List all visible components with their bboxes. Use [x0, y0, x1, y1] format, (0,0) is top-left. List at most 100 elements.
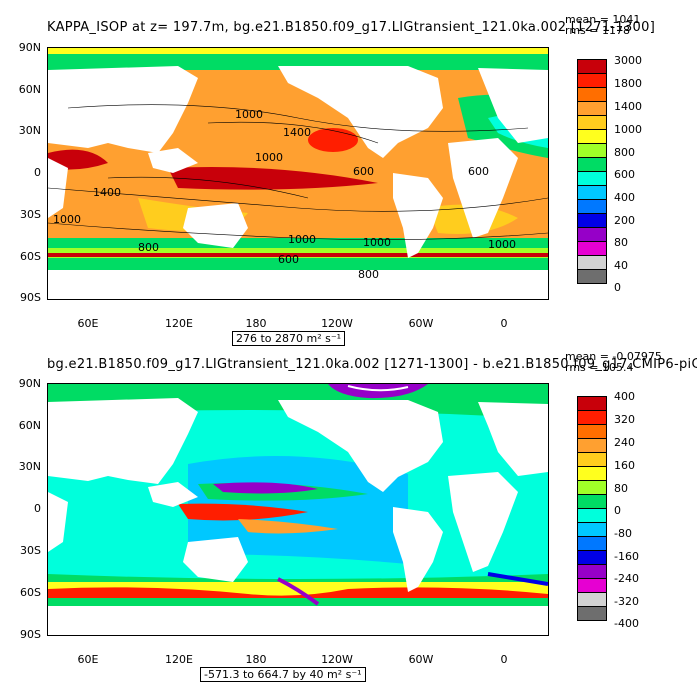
cbar-label: 200: [614, 214, 635, 227]
cbar-swatch: [577, 522, 607, 537]
panel1-rms: rms = 1178: [565, 24, 630, 37]
cbar-label: 400: [614, 191, 635, 204]
lat-label: 60N: [18, 83, 41, 96]
cbar-swatch: [577, 227, 607, 242]
cbar-swatch: [577, 87, 607, 102]
lat-label: 90N: [18, 41, 41, 54]
cbar-swatch: [577, 550, 607, 565]
cbar-swatch: [577, 578, 607, 593]
contour-label: 800: [138, 241, 159, 254]
cbar-label: 1400: [614, 100, 642, 113]
contour-label: 1400: [283, 126, 311, 139]
lat-label: 0: [34, 502, 41, 515]
panel1-mean: mean = 1041: [565, 13, 641, 26]
cbar-swatch: [577, 494, 607, 509]
cbar-swatch: [577, 255, 607, 270]
cbar-label: -240: [614, 572, 639, 585]
cbar-label: 600: [614, 168, 635, 181]
lat-label: 0: [34, 166, 41, 179]
lat-label: 60S: [20, 586, 41, 599]
cbar-swatch: [577, 59, 607, 74]
cbar-swatch: [577, 73, 607, 88]
cbar-swatch: [577, 101, 607, 116]
cbar-swatch: [577, 269, 607, 284]
cbar-label: 80: [614, 236, 628, 249]
panel1-colorbar: [577, 59, 607, 289]
cbar-label: -400: [614, 617, 639, 630]
cbar-swatch: [577, 143, 607, 158]
panel2-colorbar: [577, 396, 607, 626]
cbar-swatch: [577, 199, 607, 214]
cbar-label: 80: [614, 482, 628, 495]
cbar-swatch: [577, 508, 607, 523]
contour-label: 1000: [235, 108, 263, 121]
contour-label: 1000: [488, 238, 516, 251]
lon-label: 180: [245, 317, 267, 330]
contour-label: 1000: [255, 151, 283, 164]
cbar-label: 160: [614, 459, 635, 472]
cbar-label: 0: [614, 281, 621, 294]
cbar-swatch: [577, 157, 607, 172]
contour-label: 1000: [53, 213, 81, 226]
cbar-swatch: [577, 564, 607, 579]
lon-label: 120E: [165, 653, 193, 666]
lat-label: 60N: [18, 419, 41, 432]
cbar-label: 400: [614, 390, 635, 403]
panel2-title: bg.e21.B1850.f09_g17.LIGtransient_121.0k…: [47, 357, 697, 372]
panel1-map: 1000 1400 1000 1400 600 600 1000 1000 10…: [47, 47, 549, 300]
cbar-label: -320: [614, 595, 639, 608]
cbar-swatch: [577, 171, 607, 186]
lon-label: 180: [245, 653, 267, 666]
lon-label: 120W: [321, 317, 353, 330]
cbar-swatch: [577, 396, 607, 411]
cbar-label: 3000: [614, 54, 642, 67]
cbar-label: -160: [614, 550, 639, 563]
cbar-label: 1000: [614, 123, 642, 136]
cbar-swatch: [577, 438, 607, 453]
contour-label: 1000: [288, 233, 316, 246]
lon-label: 60W: [408, 653, 434, 666]
lon-label: 60W: [408, 317, 434, 330]
cbar-label: 40: [614, 259, 628, 272]
panel1-range-label: 276 to 2870 m² s⁻¹: [232, 331, 346, 346]
cbar-swatch: [577, 213, 607, 228]
cbar-swatch: [577, 115, 607, 130]
lat-label: 30S: [20, 208, 41, 221]
lon-label: 60E: [77, 653, 99, 666]
cbar-label: 800: [614, 146, 635, 159]
cbar-label: 1800: [614, 77, 642, 90]
panel1-map-svg: [48, 48, 548, 299]
lon-label: 60E: [77, 317, 99, 330]
panel2-range-label: -571.3 to 664.7 by 40 m² s⁻¹: [200, 667, 366, 682]
cbar-swatch: [577, 241, 607, 256]
lat-label: 90S: [20, 291, 41, 304]
cbar-swatch: [577, 452, 607, 467]
lon-label: 120W: [321, 653, 353, 666]
contour-label: 600: [468, 165, 489, 178]
contour-label: 800: [358, 268, 379, 281]
lon-label: 120E: [165, 317, 193, 330]
panel1-title: KAPPA_ISOP at z= 197.7m, bg.e21.B1850.f0…: [47, 20, 656, 35]
contour-label: 600: [353, 165, 374, 178]
contour-label: 1000: [363, 236, 391, 249]
lat-label: 30S: [20, 544, 41, 557]
cbar-label: 320: [614, 413, 635, 426]
panel2-map: [47, 383, 549, 636]
contour-label: 600: [278, 253, 299, 266]
cbar-swatch: [577, 480, 607, 495]
cbar-swatch: [577, 129, 607, 144]
cbar-swatch: [577, 592, 607, 607]
cbar-swatch: [577, 466, 607, 481]
lat-label: 90N: [18, 377, 41, 390]
contour-label: 1400: [93, 186, 121, 199]
lat-label: 90S: [20, 628, 41, 641]
cbar-swatch: [577, 185, 607, 200]
panel2-rms: rms = 105.4: [565, 361, 634, 374]
panel2-mean: mean = -0.07975: [565, 350, 662, 363]
lat-label: 30N: [18, 124, 41, 137]
lon-label: 0: [500, 653, 508, 666]
cbar-label: 240: [614, 436, 635, 449]
cbar-swatch: [577, 410, 607, 425]
lat-label: 60S: [20, 250, 41, 263]
lat-label: 30N: [18, 460, 41, 473]
